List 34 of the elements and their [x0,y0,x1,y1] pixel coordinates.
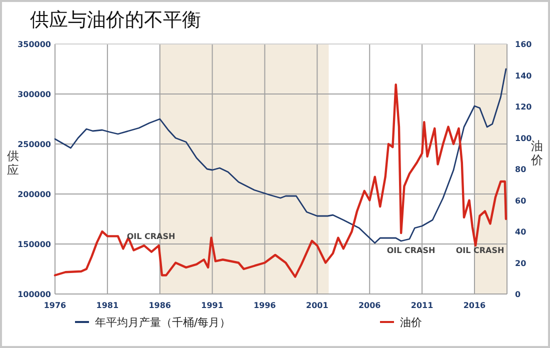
x-tick-label: 1986 [148,301,172,310]
y2-tick-label: 60 [515,196,527,206]
x-tick-label: 2001 [306,301,329,310]
y2-tick-label: 80 [515,165,527,174]
y-tick-label: 250000 [18,140,52,149]
x-tick-label: 1976 [44,301,67,310]
y2-tick-label: 120 [515,102,532,112]
chart-title: 供应与油价的不平衡 [30,9,201,31]
y2-tick-label: 160 [515,40,532,49]
annotation: OIL CRASH [386,246,436,255]
y2-tick-label: 100 [515,134,532,143]
x-tick-label: 1981 [96,301,120,310]
line-series [54,68,507,244]
x-tick-label: 1996 [254,301,276,310]
y-tick-label: 350000 [18,40,52,49]
x-tick-label: 2011 [410,301,434,310]
y2-tick-label: 140 [515,71,532,80]
y-tick-label: 300000 [18,90,52,99]
annotation: OIL CRASH [126,232,176,241]
x-tick-label: 2006 [358,301,382,310]
annotation: OIL CRASH [456,246,504,255]
y2-tick-label: 40 [515,228,527,236]
legend-label: 年平均月产量（千桶/每月） [95,316,231,329]
y-axis-title: 供应 [7,149,19,177]
line-series [54,84,508,278]
x-tick-label: 1991 [201,301,224,310]
x-tick-label: 2016 [463,301,486,310]
y-tick-label: 100000 [18,290,52,299]
legend-label: 油价 [400,316,422,329]
y2-tick-label: 20 [515,258,527,268]
y2-axis-title: 油价 [530,139,543,167]
y2-tick-label: 0 [515,290,521,299]
y-tick-label: 200000 [18,190,52,199]
y-tick-label: 150000 [18,240,52,249]
